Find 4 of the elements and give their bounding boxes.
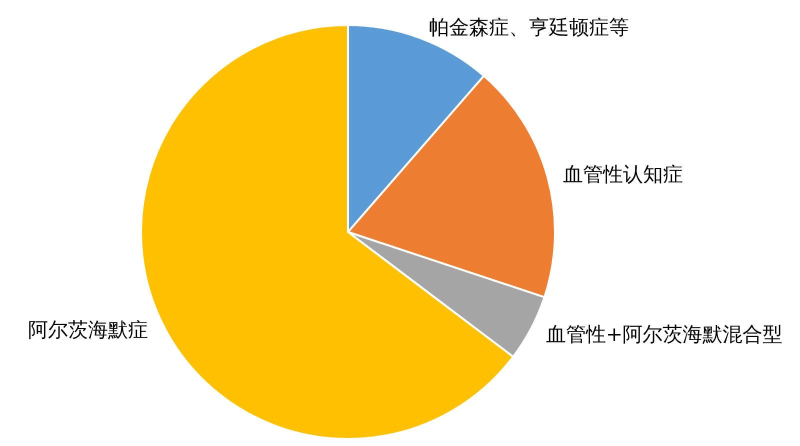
- slice-label: 血管性+阿尔茨海默混合型: [546, 322, 783, 346]
- slice-label: 血管性认知症: [563, 162, 684, 186]
- slice-label: 阿尔茨海默症: [28, 318, 148, 342]
- slice-label: 帕金森症、亨廷顿症等: [428, 14, 629, 39]
